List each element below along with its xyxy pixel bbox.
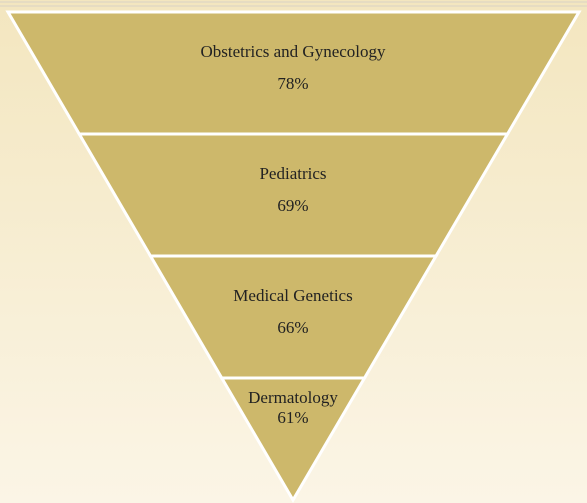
value-label: 78% (277, 74, 308, 93)
funnel: Obstetrics and Gynecology 78% Pediatrics 69… (5, 10, 582, 503)
category-label: Obstetrics and Gynecology (200, 42, 386, 61)
value-label: 69% (277, 196, 308, 215)
category-label: Medical Genetics (233, 286, 352, 305)
category-label: Dermatology (248, 388, 338, 407)
value-label: 66% (277, 318, 308, 337)
value-label: 61% (277, 408, 308, 427)
category-label: Pediatrics (259, 164, 326, 183)
funnel-segment (219, 376, 368, 503)
